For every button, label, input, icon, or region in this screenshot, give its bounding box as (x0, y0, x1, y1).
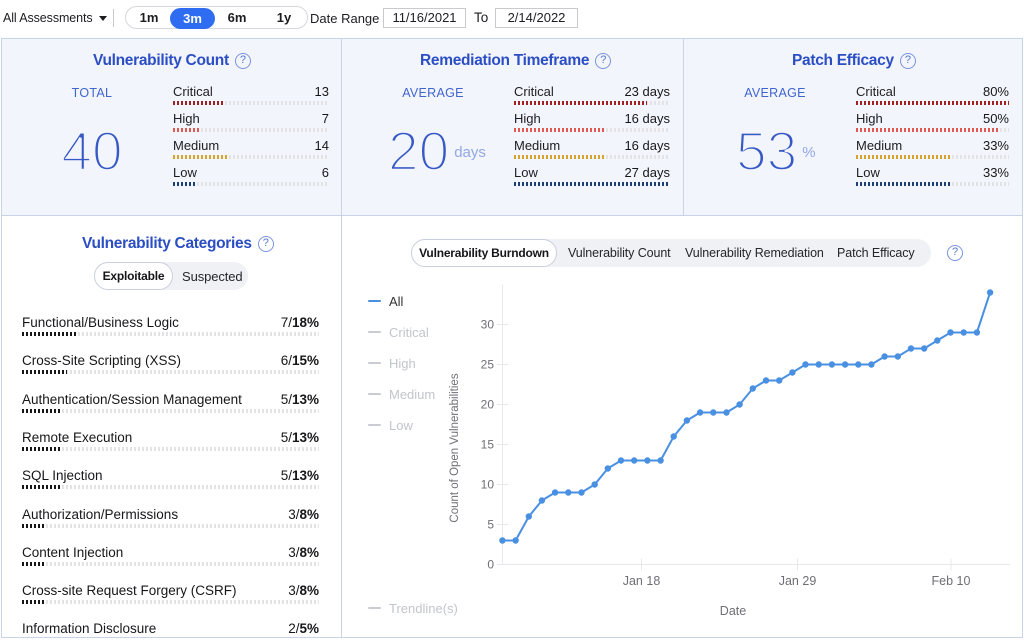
svg-text:20: 20 (481, 398, 495, 412)
svg-text:0: 0 (487, 558, 494, 572)
svg-text:30: 30 (481, 318, 495, 332)
svg-text:25: 25 (481, 358, 495, 372)
svg-text:10: 10 (481, 478, 495, 492)
svg-text:Feb 10: Feb 10 (932, 574, 971, 588)
svg-text:Jan 29: Jan 29 (779, 574, 817, 588)
svg-text:Date: Date (720, 604, 746, 618)
svg-text:Jan 18: Jan 18 (623, 574, 661, 588)
svg-text:5: 5 (487, 518, 494, 532)
svg-text:Count of Open Vulnerabilities: Count of Open Vulnerabilities (449, 373, 461, 522)
svg-text:15: 15 (481, 438, 495, 452)
